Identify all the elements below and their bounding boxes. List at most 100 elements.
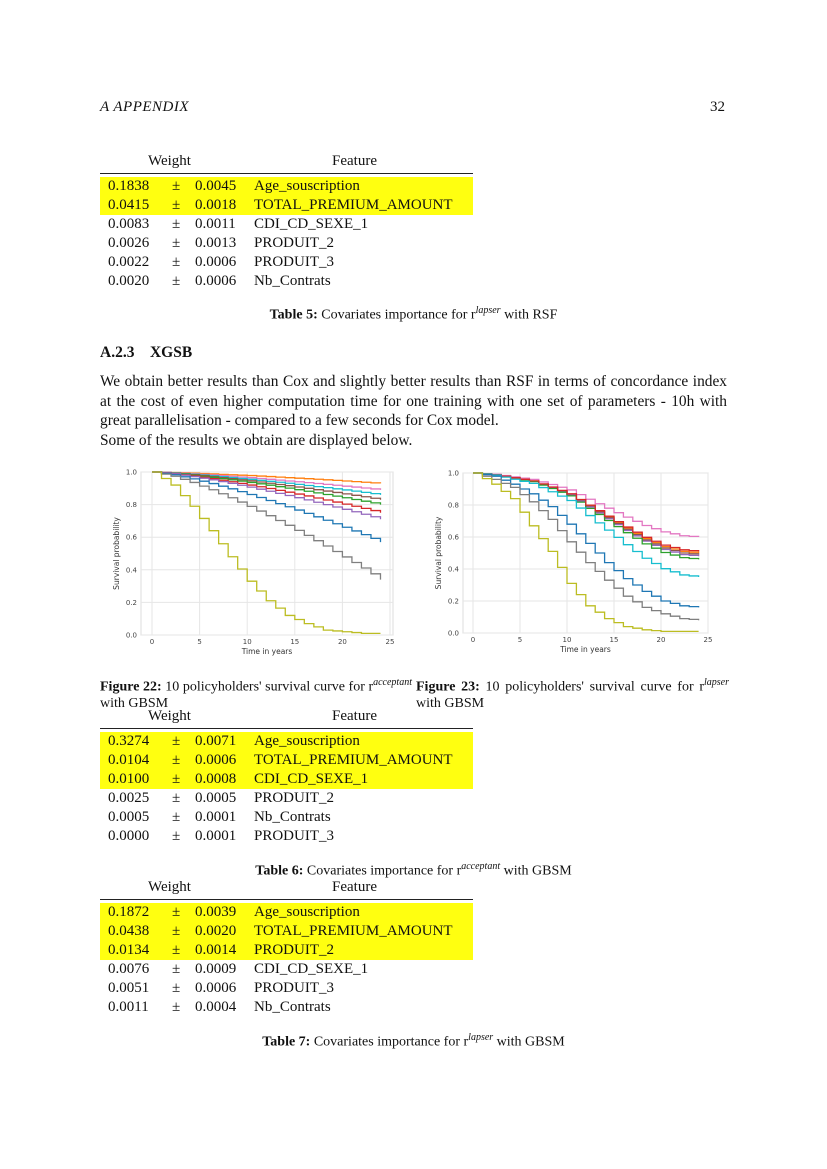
error-value: 0.0008 [195, 771, 237, 787]
plus-minus: ± [172, 980, 181, 996]
page-number: 32 [710, 99, 725, 115]
table-row: 0.3274 ± 0.0071 Age_souscription [100, 732, 473, 751]
header-feature: Feature [332, 879, 377, 895]
feature-name: CDI_CD_SEXE_1 [254, 771, 369, 787]
table-7: Weight Feature 0.1872 ± 0.0039 Age_souscr… [100, 879, 473, 1017]
error-value: 0.0014 [195, 942, 237, 958]
table-row: 0.0134 ± 0.0014 PRODUIT_2 [100, 941, 473, 960]
table-row: 0.0051 ± 0.0006 PRODUIT_3 [100, 979, 473, 998]
feature-name: PRODUIT_2 [254, 790, 335, 806]
weight-value: 0.0438 [108, 923, 150, 939]
feature-name: Nb_Contrats [254, 809, 331, 825]
x-tick-label: 20 [338, 638, 347, 646]
plus-minus: ± [172, 828, 181, 844]
plus-minus: ± [172, 942, 181, 958]
table-row: 0.0083 ± 0.0011 CDI_CD_SEXE_1 [100, 215, 473, 234]
table-row: 0.0025 ± 0.0005 PRODUIT_2 [100, 789, 473, 808]
plus-minus: ± [172, 235, 181, 251]
table-row: 0.1872 ± 0.0039 Age_souscription [100, 903, 473, 922]
weight-value: 0.0083 [108, 216, 150, 232]
y-tick-label: 1.0 [448, 470, 459, 478]
y-tick-label: 0.4 [126, 566, 138, 574]
weight-value: 0.0076 [108, 961, 150, 977]
table-rule [100, 899, 473, 900]
y-tick-label: 0.0 [126, 632, 137, 640]
weight-value: 0.0005 [108, 809, 150, 825]
survival-curve [152, 471, 381, 635]
header-feature: Feature [332, 153, 377, 169]
table-row: 0.0076 ± 0.0009 CDI_CD_SEXE_1 [100, 960, 473, 979]
x-tick-label: 0 [150, 638, 154, 646]
table-5-caption: Table 5: Covariates importance for rlaps… [269, 305, 558, 323]
error-value: 0.0006 [195, 980, 237, 996]
error-value: 0.0006 [195, 254, 237, 270]
table-6: Weight Feature 0.3274 ± 0.0071 Age_souscr… [100, 708, 473, 846]
paragraph-text: We obtain better results than Cox and sl… [100, 373, 727, 429]
feature-name: Age_souscription [254, 178, 360, 194]
weight-value: 0.0000 [108, 828, 150, 844]
y-tick-label: 0.6 [448, 534, 460, 542]
feature-name: PRODUIT_3 [254, 828, 335, 844]
figure-23-chart: 0 5 10 15 20 25 0.0 0.2 0.4 0.6 0.8 1.0 Time in year… [434, 470, 712, 655]
error-value: 0.0001 [195, 809, 237, 825]
plus-minus: ± [172, 999, 181, 1015]
body-paragraph: We obtain better results than Cox and sl… [100, 372, 727, 450]
weight-value: 0.1838 [108, 178, 150, 194]
table-6-caption: Table 6: Covariates importance for racce… [255, 861, 572, 879]
section-heading: A.2.3 XGSB [100, 344, 193, 361]
plus-minus: ± [172, 790, 181, 806]
plot-area [140, 471, 394, 636]
survival-curve [473, 472, 700, 621]
feature-name: Age_souscription [254, 733, 360, 749]
table-rule [100, 173, 473, 174]
error-value: 0.0005 [195, 790, 237, 806]
y-tick-label: 0.8 [448, 502, 459, 510]
feature-name: PRODUIT_3 [254, 254, 335, 270]
error-value: 0.0006 [195, 273, 237, 289]
y-tick-label: 0.2 [126, 599, 137, 607]
feature-name: PRODUIT_2 [254, 942, 335, 958]
error-value: 0.0006 [195, 752, 237, 768]
header-weight: Weight [148, 879, 191, 895]
weight-value: 0.0051 [108, 980, 150, 996]
error-value: 0.0009 [195, 961, 237, 977]
error-value: 0.0011 [195, 216, 236, 232]
figure-22-caption: Figure 22: 10 policyholders' survival cu… [100, 677, 412, 711]
feature-name: Nb_Contrats [254, 999, 331, 1015]
feature-name: TOTAL_PREMIUM_AMOUNT [254, 923, 453, 939]
x-tick-label: 5 [518, 636, 522, 644]
plus-minus: ± [172, 923, 181, 939]
x-axis-label: Time in years [241, 647, 293, 656]
y-axis-label: Survival probability [434, 516, 443, 589]
weight-value: 0.3274 [108, 733, 150, 749]
table-row: 0.0000 ± 0.0001 PRODUIT_3 [100, 827, 473, 846]
y-tick-label: 0.8 [126, 501, 137, 509]
table-rule [100, 728, 473, 729]
header-feature: Feature [332, 708, 377, 724]
figure-22-chart: 0 5 10 15 20 25 0.0 0.2 0.4 0.6 0.8 1.0 Time in year… [112, 469, 394, 657]
plus-minus: ± [172, 733, 181, 749]
feature-name: Nb_Contrats [254, 273, 331, 289]
x-tick-label: 10 [563, 636, 572, 644]
table-row: 0.0026 ± 0.0013 PRODUIT_2 [100, 234, 473, 253]
table-row: 0.1838 ± 0.0045 Age_souscription [100, 177, 473, 196]
feature-name: Age_souscription [254, 904, 360, 920]
error-value: 0.0039 [195, 904, 237, 920]
error-value: 0.0001 [195, 828, 237, 844]
table-row: 0.0438 ± 0.0020 TOTAL_PREMIUM_AMOUNT [100, 922, 473, 941]
feature-name: PRODUIT_2 [254, 235, 335, 251]
x-tick-label: 0 [471, 636, 475, 644]
y-tick-label: 0.4 [448, 566, 460, 574]
x-axis-label: Time in years [559, 645, 611, 654]
x-tick-label: 10 [243, 638, 252, 646]
plus-minus: ± [172, 197, 181, 213]
survival-curve [473, 472, 700, 577]
weight-value: 0.0134 [108, 942, 150, 958]
error-value: 0.0018 [195, 197, 237, 213]
plus-minus: ± [172, 178, 181, 194]
y-axis-label: Survival probability [112, 517, 121, 590]
y-tick-label: 1.0 [126, 469, 137, 477]
weight-value: 0.0415 [108, 197, 150, 213]
y-tick-label: 0.2 [448, 598, 459, 606]
